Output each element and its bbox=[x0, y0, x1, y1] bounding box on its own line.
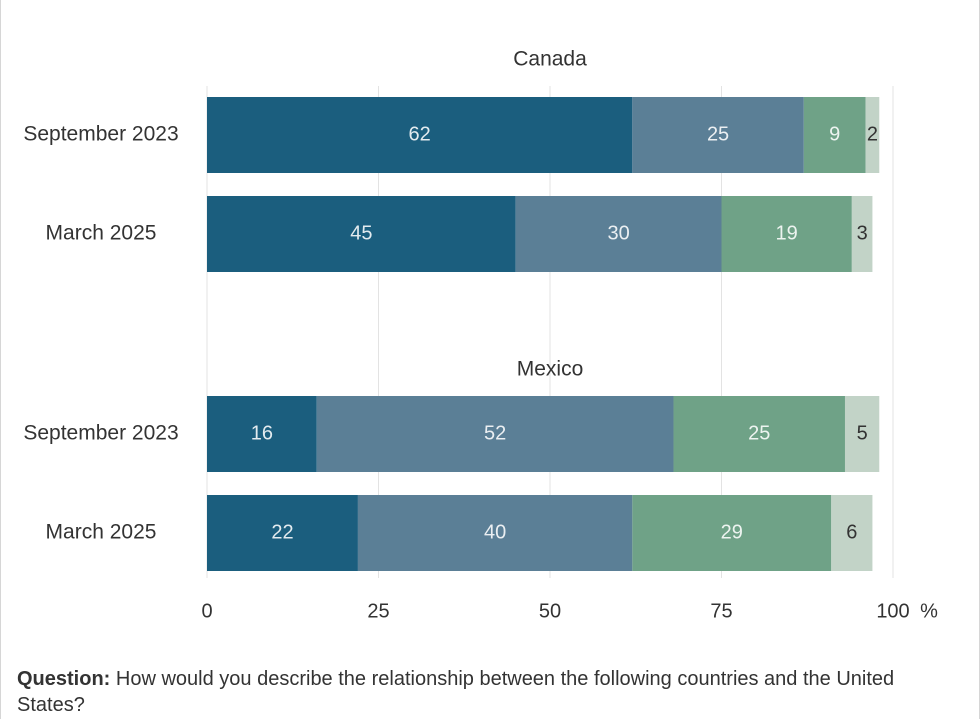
data-label: 62 bbox=[409, 123, 431, 145]
row-label: March 2025 bbox=[46, 222, 157, 245]
data-label: 19 bbox=[776, 222, 798, 244]
bar-segment bbox=[721, 196, 852, 272]
question-note: Question: How would you describe the rel… bbox=[17, 666, 957, 718]
data-label: 3 bbox=[857, 222, 868, 244]
bar-segment bbox=[207, 196, 516, 272]
row-label: March 2025 bbox=[46, 521, 157, 544]
bar-segment bbox=[515, 196, 722, 272]
data-label: 5 bbox=[857, 422, 868, 444]
data-label: 52 bbox=[484, 422, 506, 444]
data-label: 30 bbox=[607, 222, 629, 244]
data-label: 2 bbox=[867, 123, 878, 145]
bar-segment bbox=[207, 396, 317, 472]
x-tick-label: 50 bbox=[539, 600, 561, 622]
data-label: 25 bbox=[748, 422, 770, 444]
panel-title: Mexico bbox=[517, 358, 584, 381]
x-tick-label: 25 bbox=[367, 600, 389, 622]
bar-segment bbox=[207, 97, 633, 173]
row-label: September 2023 bbox=[23, 422, 178, 445]
x-tick-label: 75 bbox=[710, 600, 732, 622]
panel-title: Canada bbox=[513, 48, 587, 71]
x-tick-label: 0 bbox=[201, 600, 212, 622]
data-label: 6 bbox=[846, 521, 857, 543]
data-label: 16 bbox=[251, 422, 273, 444]
bar-segment bbox=[844, 396, 880, 472]
data-label: 9 bbox=[829, 123, 840, 145]
bar-segment bbox=[316, 396, 674, 472]
bar-segment bbox=[632, 97, 804, 173]
row-label: September 2023 bbox=[23, 123, 178, 146]
data-label: 22 bbox=[271, 521, 293, 543]
data-label: 25 bbox=[707, 123, 729, 145]
bar-segment bbox=[865, 97, 880, 173]
question-label: Question: bbox=[17, 668, 111, 690]
bar-segment bbox=[831, 495, 873, 571]
bar-segment bbox=[851, 196, 873, 272]
x-tick-label: 100 bbox=[876, 600, 909, 622]
data-label: 40 bbox=[484, 521, 506, 543]
data-label: 45 bbox=[350, 222, 372, 244]
bar-segment bbox=[673, 396, 845, 472]
bar-segment bbox=[357, 495, 633, 571]
bar-segment bbox=[803, 97, 866, 173]
x-axis-unit: % bbox=[920, 600, 938, 622]
data-label: 29 bbox=[721, 521, 743, 543]
question-text: How would you describe the relationship … bbox=[17, 668, 895, 716]
bar-segment bbox=[632, 495, 832, 571]
bar-segment bbox=[207, 495, 358, 571]
